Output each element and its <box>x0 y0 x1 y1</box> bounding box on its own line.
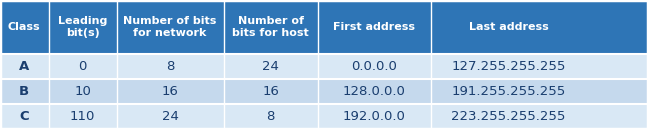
Text: 24: 24 <box>262 60 279 73</box>
Text: 127.255.255.255: 127.255.255.255 <box>452 60 566 73</box>
Text: B: B <box>19 85 29 98</box>
Text: 24: 24 <box>161 110 179 123</box>
Text: C: C <box>19 110 29 123</box>
Bar <box>0 79 648 104</box>
Text: 0: 0 <box>78 60 87 73</box>
Text: Leading
bit(s): Leading bit(s) <box>58 16 108 38</box>
Text: 223.255.255.255: 223.255.255.255 <box>452 110 566 123</box>
Bar <box>0 0 648 54</box>
Text: Number of bits
for network: Number of bits for network <box>123 16 217 38</box>
Text: 0.0.0.0: 0.0.0.0 <box>351 60 397 73</box>
Text: 8: 8 <box>166 60 174 73</box>
Text: 192.0.0.0: 192.0.0.0 <box>343 110 406 123</box>
Text: First address: First address <box>333 22 415 32</box>
Text: 10: 10 <box>74 85 91 98</box>
Bar <box>0 104 648 129</box>
Text: Class: Class <box>8 22 41 32</box>
Text: 16: 16 <box>262 85 279 98</box>
Text: A: A <box>19 60 29 73</box>
Text: 110: 110 <box>70 110 95 123</box>
Bar <box>0 54 648 79</box>
Text: 16: 16 <box>161 85 179 98</box>
Text: 191.255.255.255: 191.255.255.255 <box>452 85 566 98</box>
Text: 8: 8 <box>266 110 275 123</box>
Text: Last address: Last address <box>469 22 549 32</box>
Text: 128.0.0.0: 128.0.0.0 <box>343 85 406 98</box>
Text: Number of
bits for host: Number of bits for host <box>232 16 309 38</box>
